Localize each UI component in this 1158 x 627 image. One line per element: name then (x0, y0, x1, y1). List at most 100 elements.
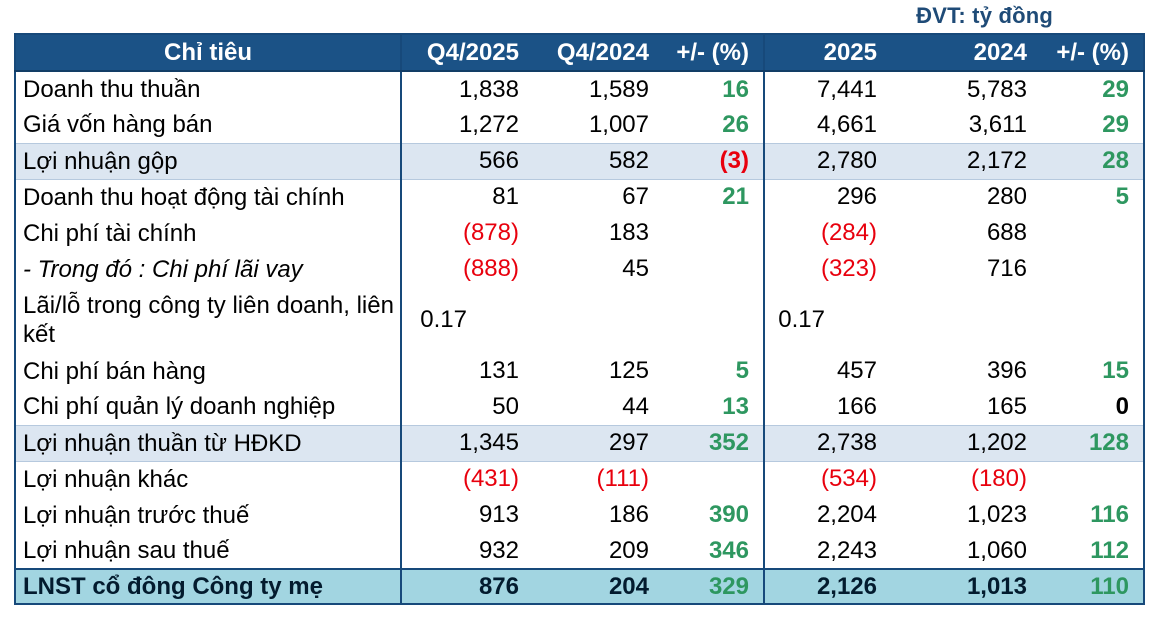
row-label: Lợi nhuận khác (15, 461, 402, 497)
value-cell: 1,345 (401, 424, 533, 462)
value-cell: 131 (401, 353, 533, 389)
value-cell: 1,272 (401, 107, 533, 143)
value-cell: 876 (401, 568, 533, 604)
change-pct-cell: 13 (663, 389, 765, 425)
row-label: Chi phí tài chính (15, 215, 402, 251)
value-cell: 67 (533, 179, 663, 215)
row-label: Lợi nhuận thuần từ HĐKD (15, 424, 402, 462)
change-pct-cell: 16 (663, 71, 765, 107)
value-cell: (323) (764, 251, 891, 287)
table-row: Giá vốn hàng bán 1,272 1,007 26 4,661 3,611 29 (15, 107, 1144, 143)
value-cell: (878) (401, 215, 533, 251)
value-cell (533, 287, 663, 353)
value-cell: 457 (764, 353, 891, 389)
table-header: Chỉ tiêu Q4/2025 Q4/2024 +/- (%) 2025 20… (15, 34, 1144, 72)
value-cell: (180) (891, 461, 1041, 497)
table-row: Chi phí bán hàng 131 125 5 457 396 15 (15, 353, 1144, 389)
change-pct-cell (663, 461, 765, 497)
unit-label: ĐVT: tỷ đồng (916, 3, 1053, 28)
value-cell: 1,202 (891, 424, 1041, 462)
value-cell: 81 (401, 179, 533, 215)
value-cell: 566 (401, 142, 533, 180)
change-pct-cell: 0 (1041, 389, 1144, 425)
row-label: Giá vốn hàng bán (15, 107, 402, 143)
value-cell: (534) (764, 461, 891, 497)
value-cell: 183 (533, 215, 663, 251)
change-pct-cell: 112 (1041, 533, 1144, 569)
value-cell: 297 (533, 424, 663, 462)
change-pct-cell (663, 287, 765, 353)
row-label: Doanh thu hoạt động tài chính (15, 179, 402, 215)
change-pct-cell: 29 (1041, 107, 1144, 143)
value-cell: 50 (401, 389, 533, 425)
table-row-total: LNST cổ đông Công ty mẹ 876 204 329 2,126 1,0… (15, 568, 1144, 604)
value-cell: 296 (764, 179, 891, 215)
value-cell: 44 (533, 389, 663, 425)
table-row: Lợi nhuận trước thuế 913 186 390 2,204 1,023 1… (15, 497, 1144, 533)
value-cell: 1,023 (891, 497, 1041, 533)
value-cell: 3,611 (891, 107, 1041, 143)
value-cell: 165 (891, 389, 1041, 425)
value-cell: 1,013 (891, 568, 1041, 604)
row-label: Lợi nhuận trước thuế (15, 497, 402, 533)
table-row: Doanh thu thuần 1,838 1,589 16 7,441 5,783 29 (15, 71, 1144, 107)
value-cell: 280 (891, 179, 1041, 215)
change-pct-cell: 110 (1041, 568, 1144, 604)
change-pct-cell (1041, 215, 1144, 251)
value-cell: 2,204 (764, 497, 891, 533)
table-row: Chi phí quản lý doanh nghiệp 50 44 13 166 165… (15, 389, 1144, 425)
value-cell: 932 (401, 533, 533, 569)
change-pct-cell (1041, 461, 1144, 497)
value-cell: 1,007 (533, 107, 663, 143)
change-pct-cell: 329 (663, 568, 765, 604)
table-row: Lợi nhuận sau thuế 932 209 346 2,243 1,060 112 (15, 533, 1144, 569)
header-cell-2025: 2025 (764, 34, 891, 72)
value-cell: 4,661 (764, 107, 891, 143)
value-cell: 0.17 (401, 287, 533, 353)
change-pct-cell: 5 (663, 353, 765, 389)
change-pct-cell: 352 (663, 424, 765, 462)
table-row: Doanh thu hoạt động tài chính 81 67 21 296 28… (15, 179, 1144, 215)
row-label: Lợi nhuận sau thuế (15, 533, 402, 569)
value-cell: 1,060 (891, 533, 1041, 569)
value-cell: (431) (401, 461, 533, 497)
change-pct-cell: 128 (1041, 424, 1144, 462)
row-label: Lợi nhuận gộp (15, 142, 402, 180)
row-label: Lãi/lỗ trong công ty liên doanh, liên kế… (15, 287, 402, 353)
row-label: LNST cổ đông Công ty mẹ (15, 568, 402, 604)
table-row: Lợi nhuận khác (431) (111) (534) (180) (15, 461, 1144, 497)
table-row: - Trong đó : Chi phí lãi vay (888) 45 (323)… (15, 251, 1144, 287)
value-cell: (111) (533, 461, 663, 497)
header-cell-y-change: +/- (%) (1041, 34, 1144, 72)
value-cell: (284) (764, 215, 891, 251)
value-cell: 582 (533, 142, 663, 180)
change-pct-cell: 15 (1041, 353, 1144, 389)
table-row: Chi phí tài chính (878) 183 (284) 688 (15, 215, 1144, 251)
change-pct-cell: 21 (663, 179, 765, 215)
value-cell: 2,738 (764, 424, 891, 462)
row-label: - Trong đó : Chi phí lãi vay (15, 251, 402, 287)
value-cell: 2,780 (764, 142, 891, 180)
row-label: Chi phí quản lý doanh nghiệp (15, 389, 402, 425)
value-cell: 1,589 (533, 71, 663, 107)
value-cell: 2,243 (764, 533, 891, 569)
table-body: Doanh thu thuần 1,838 1,589 16 7,441 5,783 29 G… (15, 71, 1144, 604)
header-cell-q4-2024: Q4/2024 (533, 34, 663, 72)
table-row: Lợi nhuận gộp 566 582 (3) 2,780 2,172 28 (15, 142, 1144, 180)
value-cell: 209 (533, 533, 663, 569)
value-cell: 1,838 (401, 71, 533, 107)
value-cell: 166 (764, 389, 891, 425)
change-pct-cell: 390 (663, 497, 765, 533)
value-cell: 45 (533, 251, 663, 287)
value-cell: 186 (533, 497, 663, 533)
value-cell: 204 (533, 568, 663, 604)
header-row: Chỉ tiêu Q4/2025 Q4/2024 +/- (%) 2025 20… (15, 34, 1144, 72)
change-pct-cell (1041, 287, 1144, 353)
header-cell-q4-change: +/- (%) (663, 34, 765, 72)
change-pct-cell: 5 (1041, 179, 1144, 215)
financial-table: Chỉ tiêu Q4/2025 Q4/2024 +/- (%) 2025 20… (14, 33, 1145, 605)
value-cell: 688 (891, 215, 1041, 251)
change-pct-cell: 346 (663, 533, 765, 569)
change-pct-cell: 28 (1041, 142, 1144, 180)
